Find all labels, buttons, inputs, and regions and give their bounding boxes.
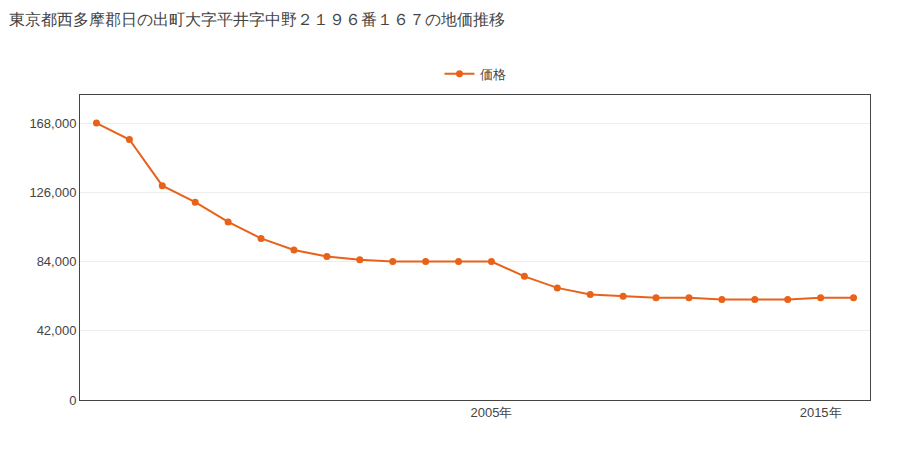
svg-text:84,000: 84,000 <box>37 254 77 269</box>
svg-text:168,000: 168,000 <box>29 116 76 131</box>
svg-text:東京都西多摩郡日の出町大字平井字中野２１９６番１６７の地価推: 東京都西多摩郡日の出町大字平井字中野２１９６番１６７の地価推移 <box>9 11 505 28</box>
svg-text:2005年: 2005年 <box>470 405 512 420</box>
svg-text:価格: 価格 <box>480 67 506 82</box>
svg-text:0: 0 <box>69 393 76 408</box>
svg-text:42,000: 42,000 <box>37 323 77 338</box>
svg-text:2015年: 2015年 <box>800 405 842 420</box>
svg-text:126,000: 126,000 <box>29 185 76 200</box>
